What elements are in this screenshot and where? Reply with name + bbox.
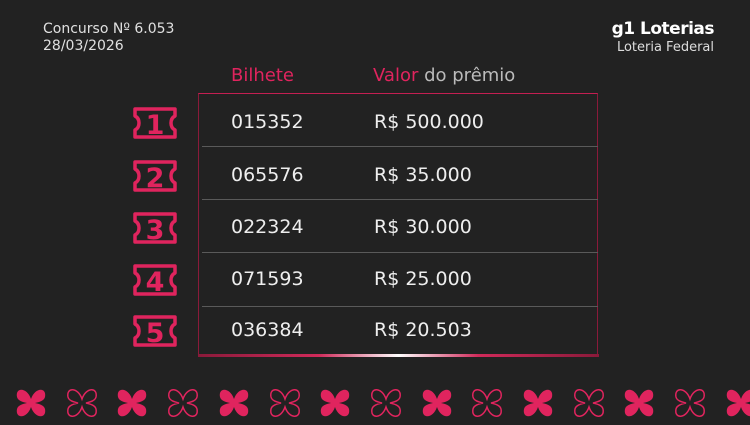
place-number: 1 (146, 110, 165, 140)
row-divider (202, 146, 598, 147)
clover-icon (64, 385, 100, 425)
clover-icon (267, 385, 303, 425)
ticket-number: 015352 (231, 111, 304, 133)
column-header-ticket: Bilhete (231, 65, 294, 86)
prize-header-accent: Valor (373, 65, 419, 86)
ticket-place-icon: 2 (131, 159, 179, 194)
place-number: 3 (146, 215, 165, 245)
place-number: 2 (146, 163, 165, 193)
clover-icon (317, 385, 353, 425)
place-number: 5 (146, 318, 165, 348)
brand-logo: g1 Loterias Loteria Federal (611, 19, 715, 55)
clover-icon (571, 385, 607, 425)
ticket-number: 022324 (231, 216, 304, 238)
place-number: 4 (146, 267, 165, 297)
ticket-number: 036384 (231, 319, 304, 341)
ticket-place-icon: 3 (131, 211, 179, 246)
row-divider (202, 199, 598, 200)
clover-icon (165, 385, 201, 425)
contest-info: Concurso Nº 6.053 28/03/2026 (43, 21, 174, 55)
clover-icon (114, 385, 150, 425)
prize-value: R$ 30.000 (374, 216, 472, 238)
ticket-number: 065576 (231, 164, 304, 186)
prize-value: R$ 500.000 (374, 111, 484, 133)
clover-icon (520, 385, 556, 425)
clover-icon (621, 385, 657, 425)
contest-date: 28/03/2026 (43, 38, 124, 54)
clover-icon (469, 385, 505, 425)
clover-icon (419, 385, 455, 425)
prize-value: R$ 25.000 (374, 268, 472, 290)
clover-icon (672, 385, 708, 425)
prize-value: R$ 20.503 (374, 319, 472, 341)
column-header-prize: Valor do prêmio (373, 65, 515, 86)
prize-value: R$ 35.000 (374, 164, 472, 186)
contest-number: Concurso Nº 6.053 (43, 21, 175, 37)
row-divider (202, 306, 598, 307)
brand-title: g1 Loterias (611, 19, 715, 39)
ticket-place-icon: 1 (131, 106, 179, 141)
clover-icon (368, 385, 404, 425)
clover-icon (13, 385, 49, 425)
brand-subtitle: Loteria Federal (616, 40, 714, 55)
row-divider (202, 252, 598, 253)
clover-icon (723, 385, 750, 425)
table-bottom-glow (198, 354, 599, 357)
ticket-place-icon: 4 (131, 263, 179, 298)
ticket-number: 071593 (231, 268, 304, 290)
prize-header-rest: do prêmio (418, 65, 516, 86)
clover-icon (216, 385, 252, 425)
ticket-place-icon: 5 (131, 314, 179, 349)
